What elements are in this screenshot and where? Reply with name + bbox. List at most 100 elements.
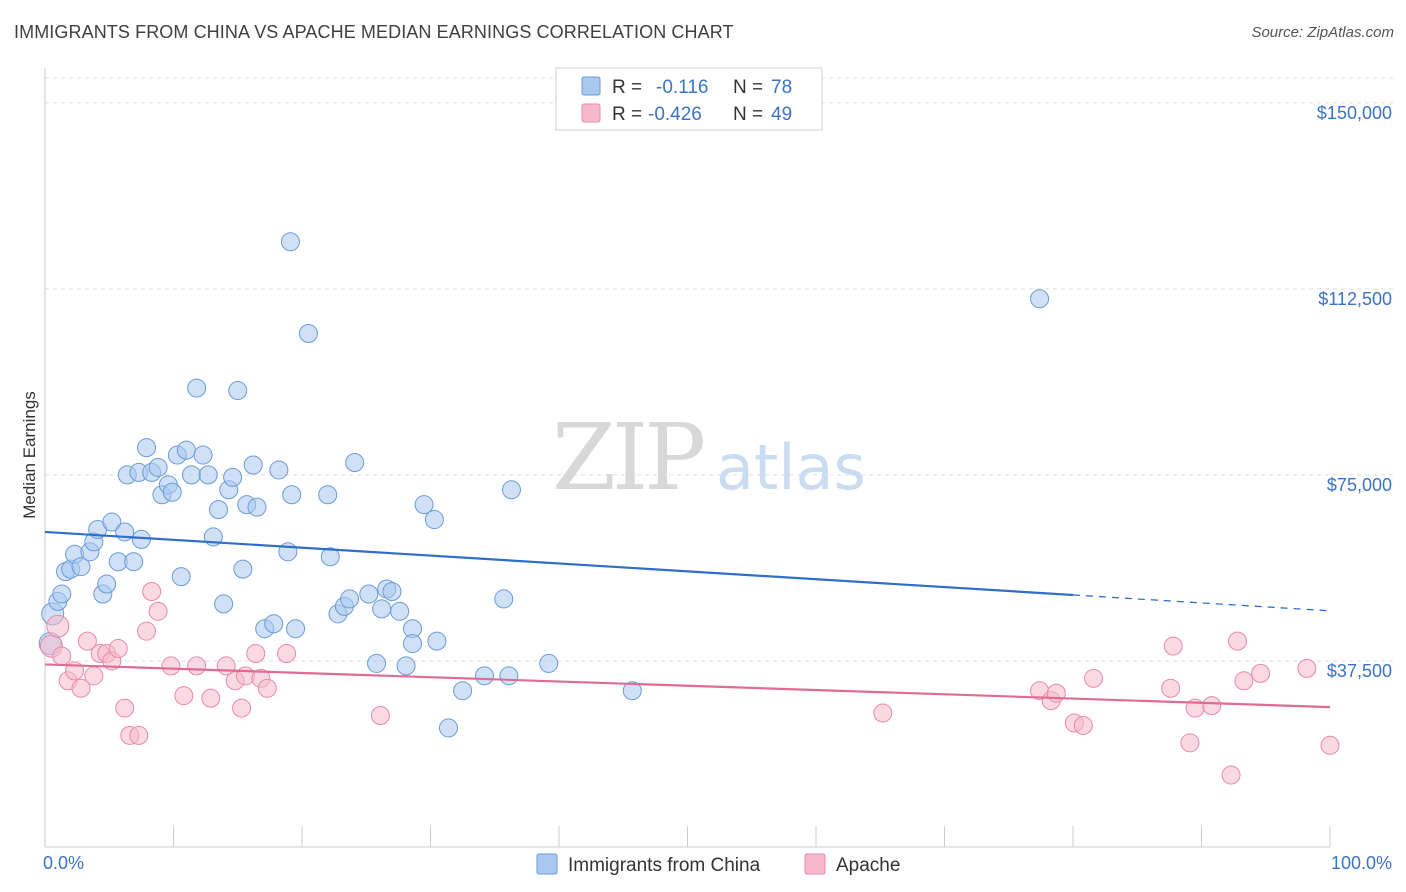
data-point xyxy=(52,646,72,666)
data-point xyxy=(228,381,248,401)
data-point xyxy=(257,678,277,698)
trend-line-china-extension xyxy=(1072,594,1331,612)
data-point xyxy=(71,678,91,698)
data-point xyxy=(187,378,207,398)
legend-bottom-swatch-china xyxy=(536,853,558,875)
legend-bottom-label-china: Immigrants from China xyxy=(568,855,761,876)
data-point xyxy=(1227,631,1247,651)
data-point xyxy=(286,619,306,639)
data-point xyxy=(232,698,252,718)
data-point xyxy=(474,666,494,686)
legend-top-r-value-china: -0.116 xyxy=(656,77,708,98)
data-point xyxy=(97,574,117,594)
legend-bottom-label-apache: Apache xyxy=(836,855,900,876)
data-point xyxy=(539,653,559,673)
data-point xyxy=(282,485,302,505)
data-point xyxy=(247,497,267,517)
watermark-zip: ZIP xyxy=(552,404,703,511)
legend-top-r-label-china: R = xyxy=(612,77,642,98)
data-point xyxy=(427,631,447,651)
data-point xyxy=(1202,696,1222,716)
watermark-atlas: atlas xyxy=(716,431,866,504)
data-point xyxy=(414,495,434,515)
data-point xyxy=(181,465,201,485)
data-point xyxy=(438,718,458,738)
data-point xyxy=(1084,668,1104,688)
series-immigrants-from-china xyxy=(38,232,1050,738)
legend-top-r-label-apache: R = xyxy=(612,104,642,125)
data-point xyxy=(162,482,182,502)
data-point xyxy=(71,557,91,577)
data-point xyxy=(367,653,387,673)
data-point xyxy=(1046,683,1066,703)
data-point xyxy=(403,634,423,654)
y-tick-label: $150,000 xyxy=(1317,103,1392,123)
data-point xyxy=(318,485,338,505)
data-point xyxy=(280,232,300,252)
data-point xyxy=(108,639,128,659)
data-point xyxy=(424,510,444,530)
y-tick-label: $112,500 xyxy=(1318,289,1392,309)
data-point xyxy=(453,681,473,701)
y-tick-label: $37,500 xyxy=(1327,661,1392,681)
data-point xyxy=(142,581,162,601)
data-point xyxy=(320,547,340,567)
data-point xyxy=(264,614,284,634)
data-point xyxy=(102,512,122,532)
data-point xyxy=(148,601,168,621)
data-point xyxy=(187,656,207,676)
legend-top-n-label-apache: N = xyxy=(733,104,763,125)
axes xyxy=(44,68,1331,848)
data-point xyxy=(131,529,151,549)
legend-top-n-value-china: 78 xyxy=(771,77,792,98)
data-point xyxy=(382,581,402,601)
legend-bottom: Immigrants from China Apache xyxy=(536,853,900,876)
data-point xyxy=(1180,733,1200,753)
data-point xyxy=(1234,671,1254,691)
data-point xyxy=(77,631,97,651)
data-point xyxy=(345,453,365,472)
data-point xyxy=(46,614,70,638)
data-point xyxy=(269,460,289,480)
data-point xyxy=(1161,678,1181,698)
data-point xyxy=(115,698,135,718)
source-credit: Source: ZipAtlas.com xyxy=(1251,24,1394,41)
data-point xyxy=(161,656,181,676)
data-point xyxy=(137,438,157,458)
trend-lines xyxy=(44,530,1331,709)
data-point xyxy=(223,467,243,487)
data-point xyxy=(1251,663,1271,683)
x-tick-label-max: 100.0% xyxy=(1331,853,1392,873)
data-point xyxy=(359,584,379,604)
trend-line-apache xyxy=(44,663,1331,709)
series-apache xyxy=(39,581,1340,785)
data-point xyxy=(171,567,191,587)
legend-top-n-value-apache: 49 xyxy=(771,104,792,125)
legend-top-swatch-apache xyxy=(581,103,601,123)
data-point xyxy=(246,644,266,664)
data-point xyxy=(233,559,253,579)
data-point xyxy=(129,725,149,745)
data-point xyxy=(494,589,514,609)
data-point xyxy=(1073,715,1093,735)
data-point xyxy=(208,500,228,520)
data-point xyxy=(1163,636,1183,656)
data-point xyxy=(243,455,263,475)
data-point xyxy=(52,584,72,604)
legend-bottom-swatch-apache xyxy=(804,853,826,875)
legend-top-r-value-apache: -0.426 xyxy=(648,104,702,125)
data-point xyxy=(340,589,360,609)
data-point xyxy=(370,706,390,726)
data-point xyxy=(198,465,218,485)
trend-line-china xyxy=(44,530,1074,597)
data-point xyxy=(174,686,194,706)
chart-title: IMMIGRANTS FROM CHINA VS APACHE MEDIAN E… xyxy=(14,22,734,42)
data-point xyxy=(277,644,297,664)
x-tick-label-min: 0.0% xyxy=(43,853,84,873)
data-point xyxy=(193,445,213,465)
data-point xyxy=(390,601,410,621)
data-point xyxy=(1221,765,1241,785)
data-point xyxy=(396,656,416,676)
y-tick-label: $75,000 xyxy=(1327,475,1392,495)
